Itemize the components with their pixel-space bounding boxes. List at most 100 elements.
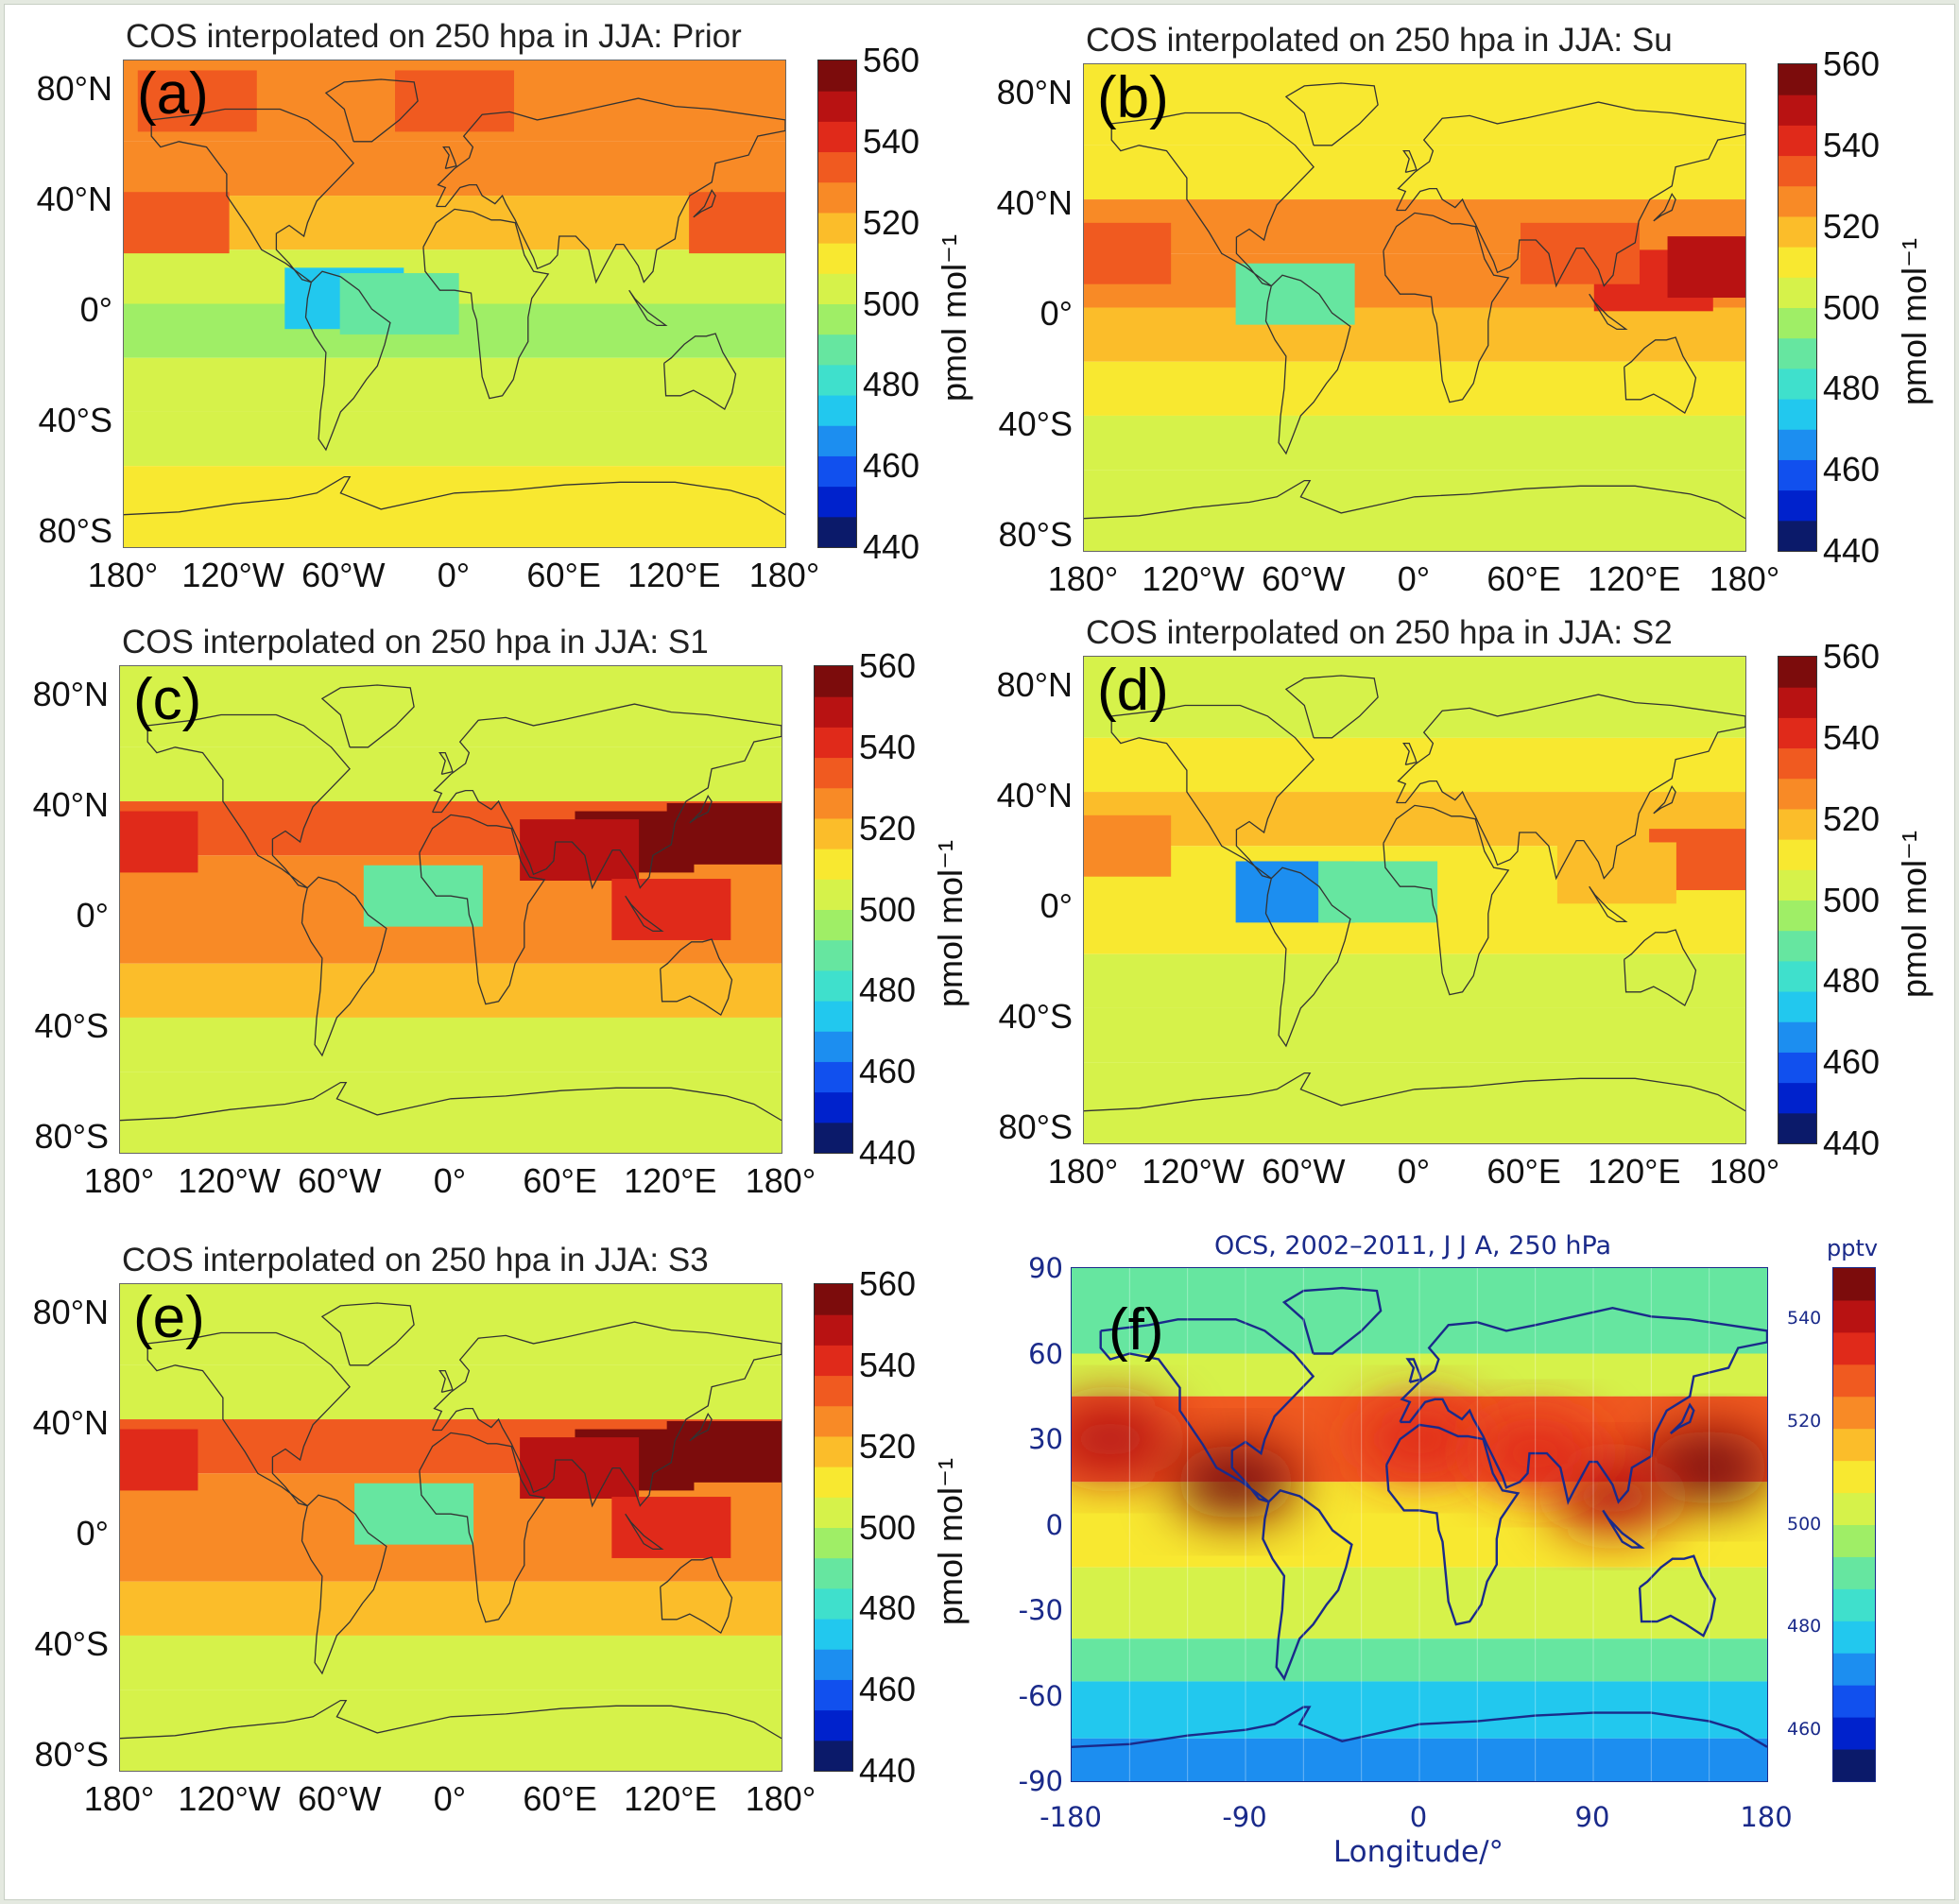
colorbar-tick: 520 [863, 202, 920, 242]
colorbar-tick: 480 [1823, 961, 1881, 1001]
lon-label: 60°E [1486, 559, 1561, 598]
field-blob-1 [666, 802, 782, 865]
coastline-1 [301, 876, 387, 1057]
map-svg [1084, 64, 1745, 551]
panel-letter: (a) [137, 61, 209, 127]
colorbar-tick: 560 [859, 1264, 917, 1303]
map-area [1083, 63, 1746, 552]
colorbar-step [1779, 657, 1816, 688]
colorbar-tick: 500 [1787, 1513, 1822, 1535]
panel-d: COS interpolated on 250 hpa in JJA: S2 (d… [965, 601, 1933, 1206]
coastline-9 [1653, 784, 1676, 815]
colorbar-step [1779, 399, 1816, 430]
colorbar-unit: pmol mol⁻¹ [1895, 237, 1933, 405]
lat-label: 0° [79, 290, 112, 329]
lon-label: 120°W [178, 1779, 281, 1818]
field-blob-3 [611, 879, 731, 940]
field-blob-1 [1667, 236, 1745, 299]
colorbar-step [1779, 64, 1816, 95]
coastline-0 [146, 713, 351, 889]
lon-label: 0° [437, 556, 471, 594]
colorbar-step [1779, 930, 1816, 962]
colorbar-step [815, 1557, 852, 1589]
colorbar-tick: 500 [863, 283, 920, 323]
coastline-5 [1624, 929, 1697, 1007]
coastline-1 [1264, 866, 1351, 1048]
field-blob-0 [124, 192, 230, 254]
y-tick: 60 [1028, 1337, 1063, 1370]
field-band-5 [120, 1581, 782, 1636]
field-blob-3 [1084, 222, 1172, 284]
coastline-5 [660, 1556, 733, 1635]
panel-title: COS interpolated on 250 hpa in JJA: S1 [122, 624, 709, 660]
field-blob-2 [1072, 1401, 1174, 1477]
y-tick: -30 [1018, 1594, 1063, 1626]
colorbar [814, 1283, 853, 1772]
lat-label: 80°S [998, 515, 1073, 554]
colorbar-step [1833, 1428, 1875, 1462]
lat-label: 40°S [34, 1624, 109, 1663]
lon-label: 180° [83, 1779, 155, 1818]
coastline-7 [625, 1513, 664, 1551]
map-svg [124, 60, 785, 547]
colorbar [814, 665, 853, 1154]
colorbar-tick: 520 [1823, 206, 1881, 246]
lon-label: 120°E [627, 556, 721, 594]
coastline-4 [1385, 1423, 1521, 1626]
field-blob-2 [1521, 222, 1640, 284]
colorbar-step [1779, 215, 1816, 248]
field-band-2 [124, 196, 785, 250]
coastline-8 [1405, 1358, 1423, 1383]
colorbar-step [1833, 1621, 1875, 1654]
coastline-7 [1589, 885, 1628, 923]
lon-label: 120°W [178, 1161, 281, 1200]
colorbar-step [1779, 459, 1816, 491]
colorbar-step [815, 1740, 852, 1772]
colorbar-step [1779, 520, 1816, 552]
colorbar-step [1779, 94, 1816, 126]
lat-label: 80°S [34, 1117, 109, 1156]
colorbar-step [815, 1345, 852, 1377]
field-band-6 [120, 1017, 782, 1072]
map-svg [1072, 1268, 1767, 1781]
field-band-6 [1084, 1007, 1745, 1063]
lon-label: 180° [745, 1161, 816, 1200]
colorbar-step [1779, 247, 1816, 278]
lat-label: 40°N [32, 785, 109, 824]
colorbar-step [1779, 277, 1816, 308]
colorbar-step [815, 696, 852, 728]
lon-label: 180° [745, 1779, 816, 1818]
colorbar-step [1779, 1112, 1816, 1144]
coastline-1 [301, 1494, 387, 1675]
colorbar-step [815, 1061, 852, 1093]
coastline-5 [1624, 336, 1697, 415]
colorbar-step [815, 1467, 852, 1498]
colorbar-step [1833, 1556, 1875, 1589]
colorbar-step [1833, 1268, 1875, 1301]
field-band-0 [120, 666, 782, 747]
colorbar-step [1779, 368, 1816, 400]
colorbar-step [1833, 1685, 1875, 1718]
colorbar-tick: 560 [1823, 44, 1881, 83]
coastline-0 [1110, 704, 1315, 880]
coastline-4 [1383, 804, 1510, 996]
lat-label: 0° [76, 1514, 109, 1552]
field-band-6 [124, 411, 785, 467]
colorbar-tick: 440 [863, 527, 920, 566]
colorbar-step [815, 849, 852, 880]
coastline-2 [1284, 675, 1379, 739]
lat-label: 0° [1040, 294, 1073, 333]
lon-label: 60°E [526, 556, 601, 594]
colorbar-step [1779, 900, 1816, 932]
colorbar-step [1779, 717, 1816, 749]
colorbar-step [815, 1122, 852, 1154]
field-blob-5 [395, 70, 514, 132]
colorbar-step [1779, 307, 1816, 339]
coastline-3 [432, 1321, 782, 1508]
colorbar-step [818, 364, 856, 396]
lon-label: 60°E [523, 1779, 597, 1818]
coastline-9 [689, 1412, 713, 1442]
lon-label: 120°W [1142, 1152, 1245, 1191]
coastline-6 [1084, 1072, 1745, 1112]
lon-label: 0° [1397, 559, 1431, 598]
